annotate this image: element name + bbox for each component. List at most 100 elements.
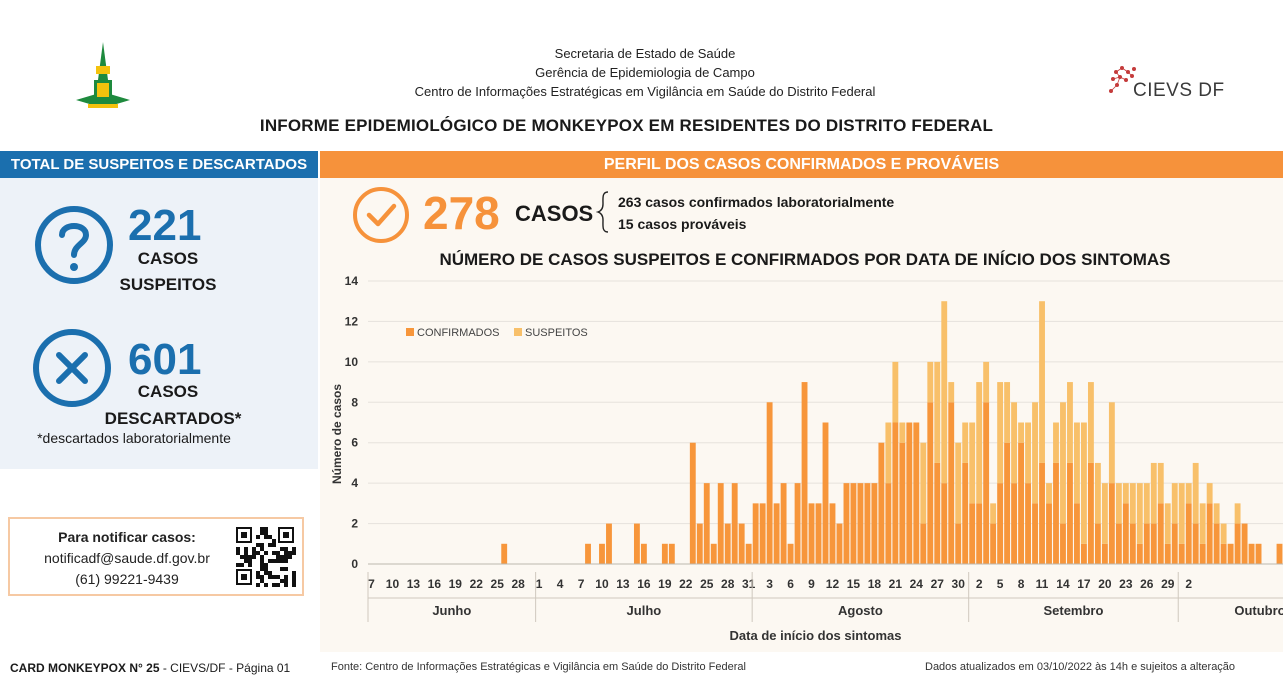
bar-suspected <box>1094 462 1101 524</box>
bar-confirmed <box>752 503 759 564</box>
bar-suspected <box>1046 483 1052 504</box>
bar-confirmed <box>1220 543 1227 564</box>
bar-suspected <box>948 382 955 403</box>
x-tick-label: 13 <box>616 577 630 591</box>
y-tick-label: 12 <box>345 314 359 328</box>
bar-confirmed <box>773 503 780 564</box>
bar-confirmed <box>1185 503 1192 564</box>
legend-swatch-confirmed <box>406 328 414 336</box>
bar-suspected <box>1060 402 1066 524</box>
bar-confirmed <box>1276 543 1283 564</box>
bar-confirmed <box>1150 523 1157 564</box>
bar-suspected <box>1164 503 1171 544</box>
x-tick-label: 26 <box>1140 577 1154 591</box>
bar-confirmed <box>892 422 899 564</box>
bar-suspected <box>1185 483 1192 504</box>
bar-confirmed <box>1046 503 1052 564</box>
bar-suspected <box>1150 462 1157 524</box>
legend-label-confirmed: CONFIRMADOS <box>417 327 500 339</box>
bar-suspected <box>1213 503 1220 524</box>
bar-confirmed <box>871 483 878 564</box>
bar-confirmed <box>948 402 955 564</box>
bar-suspected <box>1234 503 1241 524</box>
bar-confirmed <box>801 382 808 564</box>
bar-confirmed <box>724 523 731 564</box>
x-tick-label: 29 <box>1161 577 1175 591</box>
bar-suspected <box>1171 483 1178 524</box>
bar-suspected <box>1074 422 1080 504</box>
bar-confirmed <box>689 442 696 564</box>
bar-confirmed <box>1011 483 1018 564</box>
bar-suspected <box>1192 462 1199 524</box>
bar-confirmed <box>668 543 675 564</box>
suspected-count: 221 <box>128 201 202 250</box>
bar-confirmed <box>822 422 829 564</box>
bar-confirmed <box>501 543 508 564</box>
bar-confirmed <box>703 483 710 564</box>
month-label: Outubro <box>1234 603 1283 618</box>
x-tick-label: 17 <box>1077 577 1091 591</box>
probable-detail: 15 casos prováveis <box>618 216 747 232</box>
page-title: INFORME EPIDEMIOLÓGICO DE MONKEYPOX EM R… <box>259 116 994 135</box>
bar-suspected <box>885 422 892 484</box>
bar-suspected <box>990 503 997 524</box>
x-tick-label: 23 <box>1119 577 1133 591</box>
bar-suspected <box>1129 483 1136 524</box>
notify-email[interactable]: notificadf@saude.df.gov.br <box>44 550 210 566</box>
bar-confirmed <box>962 462 969 564</box>
bar-confirmed <box>808 503 815 564</box>
bar-suspected <box>1039 301 1045 463</box>
bar-suspected <box>892 361 899 423</box>
bar-confirmed <box>1094 523 1101 564</box>
bar-suspected <box>1011 402 1018 484</box>
right-panel <box>320 178 1283 652</box>
qr-code-icon[interactable] <box>234 525 296 587</box>
bar-confirmed <box>1018 442 1025 564</box>
x-tick-label: 31 <box>742 577 756 591</box>
bar-confirmed <box>1234 523 1241 564</box>
bar-suspected <box>976 382 983 504</box>
y-tick-label: 10 <box>345 355 359 369</box>
x-tick-label: 10 <box>595 577 609 591</box>
bar-confirmed <box>640 543 647 564</box>
bar-confirmed <box>745 543 752 564</box>
discarded-label-1: CASOS <box>137 382 199 401</box>
bar-suspected <box>1115 483 1122 524</box>
x-tick-label: 28 <box>511 577 525 591</box>
bar-confirmed <box>1053 462 1059 564</box>
x-tick-label: 21 <box>889 577 903 591</box>
discarded-count: 601 <box>128 335 202 384</box>
right-section-band: PERFIL DOS CASOS CONFIRMADOS E PROVÁVEIS <box>320 151 1283 178</box>
x-tick-label: 12 <box>826 577 840 591</box>
bar-suspected <box>1122 483 1129 504</box>
bar-suspected <box>941 301 948 484</box>
x-tick-label: 8 <box>1018 577 1025 591</box>
bar-confirmed <box>1164 543 1171 564</box>
notify-phone[interactable]: (61) 99221-9439 <box>75 571 179 587</box>
bar-confirmed <box>1129 523 1136 564</box>
bar-confirmed <box>934 462 941 564</box>
footer-source: Fonte: Centro de Informações Estratégica… <box>331 661 746 673</box>
bar-confirmed <box>1199 543 1206 564</box>
bar-confirmed <box>969 503 976 564</box>
y-tick-label: 14 <box>345 274 359 288</box>
bar-confirmed <box>766 402 773 564</box>
bar-confirmed <box>759 503 766 564</box>
cievs-network-icon <box>1109 66 1136 93</box>
bar-confirmed <box>1122 503 1129 564</box>
legend-label-suspected: SUSPEITOS <box>525 327 588 339</box>
bar-suspected <box>1018 422 1025 443</box>
y-tick-label: 4 <box>351 476 358 490</box>
bar-confirmed <box>1143 523 1150 564</box>
bar-suspected <box>920 442 927 524</box>
footer-card: CARD MONKEYPOX N° 25 - CIEVS/DF - Página… <box>10 661 290 675</box>
bar-confirmed <box>1115 523 1122 564</box>
x-tick-label: 20 <box>1098 577 1112 591</box>
bar-confirmed <box>927 402 934 564</box>
bar-suspected <box>1053 422 1059 463</box>
bar-confirmed <box>1192 523 1199 564</box>
x-tick-label: 14 <box>1056 577 1070 591</box>
bar-confirmed <box>864 483 871 564</box>
